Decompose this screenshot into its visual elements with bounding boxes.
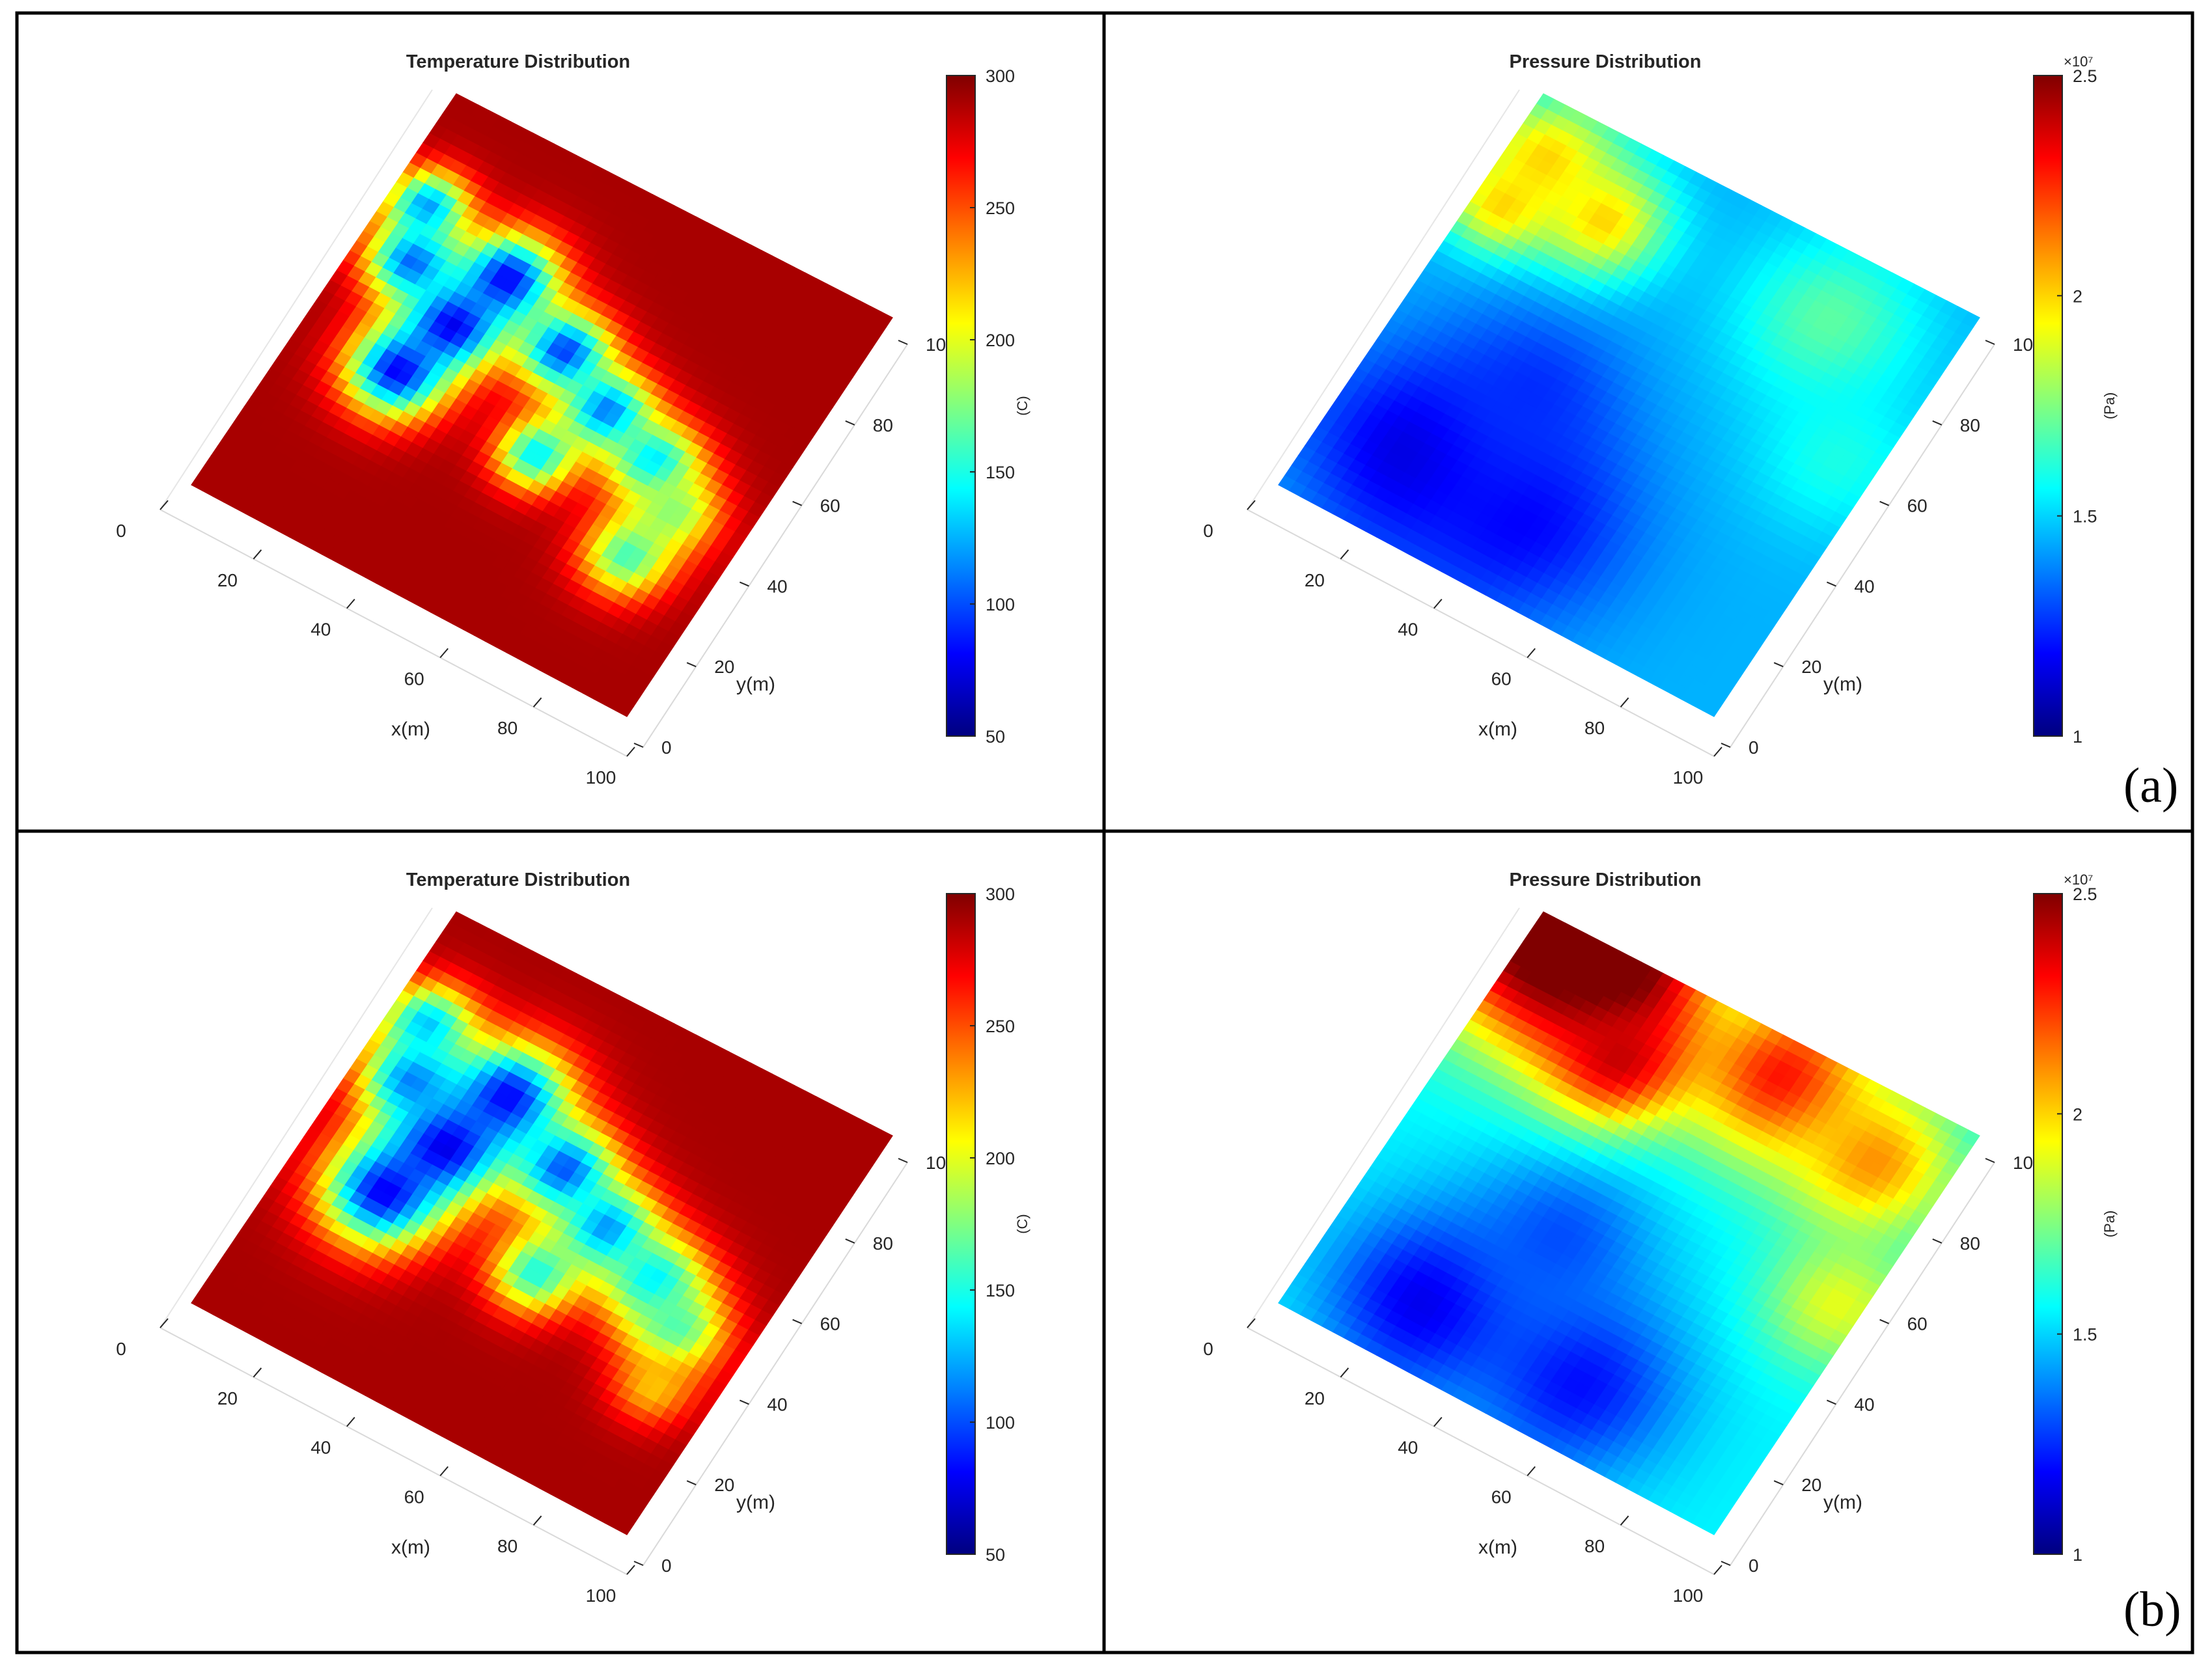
x-tick-label: 0 <box>116 521 126 541</box>
y-tick-label: 0 <box>661 1556 672 1576</box>
x-axis-label: x(m) <box>391 719 430 740</box>
y-tick-label: 60 <box>820 1314 840 1334</box>
x-axis-line <box>159 509 628 757</box>
heatmap-surface <box>191 93 893 717</box>
depth-axis-line <box>159 89 433 510</box>
colorbar-tick-label: 200 <box>986 331 1015 350</box>
x-tick-label: 80 <box>497 1536 518 1556</box>
colorbar-tick-label: 1.5 <box>2073 507 2097 527</box>
chart-a-temperature: 0 20 40 60 80 100 0 20 40 60 80 100 x(m) y(m) Temperat… <box>116 51 1030 788</box>
x-tick-label: 20 <box>217 570 238 590</box>
colorbar-label: (Pa) <box>2101 392 2118 420</box>
colorbar <box>2033 75 2063 737</box>
x-tick-label: 60 <box>404 668 424 689</box>
y-tick-mark <box>845 420 855 426</box>
y-tick-mark <box>633 743 644 748</box>
x-tick-label: 0 <box>116 1339 126 1359</box>
colorbar-tick-label: 2 <box>2073 286 2082 306</box>
y-tick-mark <box>792 501 802 506</box>
y-tick-mark <box>740 581 749 587</box>
x-axis-label: x(m) <box>1478 719 1517 740</box>
colorbar-tick-label: 100 <box>986 595 1015 614</box>
x-tick-label: 100 <box>1673 767 1704 788</box>
x-tick-mark <box>253 549 262 560</box>
x-tick-mark <box>439 648 449 659</box>
y-tick-label: 80 <box>873 1233 893 1254</box>
y-axis-label: y(m) <box>736 674 775 695</box>
colorbar <box>946 75 976 737</box>
x-tick-label: 40 <box>311 620 331 640</box>
x-tick-label: 40 <box>311 1438 331 1458</box>
heatmap-surface <box>1278 93 1980 717</box>
x-tick-label: 60 <box>404 1487 424 1507</box>
y-tick-mark <box>898 340 908 345</box>
colorbar-tick-label: 50 <box>986 727 1005 747</box>
x-tick-label: 80 <box>1584 718 1605 738</box>
y-tick-mark <box>686 662 697 668</box>
y-tick-label: 20 <box>714 657 734 677</box>
y-tick-label: 80 <box>1960 415 1980 435</box>
chart-title: Temperature Distribution <box>406 51 630 72</box>
x-tick-label: 100 <box>586 767 616 788</box>
x-tick-mark <box>532 697 542 707</box>
colorbar-exponent: ×10⁷ <box>2064 53 2093 70</box>
x-axis-label: x(m) <box>391 1537 430 1558</box>
colorbar-tick-label: 150 <box>986 463 1015 482</box>
y-tick-label: 60 <box>820 496 840 516</box>
x-tick-label: 20 <box>1305 570 1325 590</box>
chart-title: Pressure Distribution <box>1510 51 1702 72</box>
x-tick-label: 60 <box>1491 668 1512 689</box>
chart-title: Temperature Distribution <box>406 870 630 890</box>
colorbar-tick-label: 1 <box>2073 727 2082 747</box>
x-tick-label: 40 <box>1398 620 1418 640</box>
y-tick-label: 60 <box>1907 496 1928 516</box>
y-tick-label: 80 <box>873 415 893 435</box>
panel-frame-bottom-right <box>1102 829 2194 1654</box>
x-tick-mark <box>159 500 169 510</box>
colorbar <box>946 893 976 1555</box>
colorbar-tick-label: 300 <box>986 66 1015 86</box>
colorbar-label: (C) <box>1014 396 1030 416</box>
x-tick-label: 0 <box>1203 521 1213 541</box>
colorbar-tick-label: 250 <box>986 199 1015 218</box>
y-tick-label: 20 <box>714 1475 734 1495</box>
y-axis-label: y(m) <box>1823 674 1862 695</box>
heatmap-cell <box>874 311 893 329</box>
x-tick-mark <box>626 747 635 757</box>
y-tick-label: 0 <box>661 737 672 758</box>
y-tick-label: 40 <box>1854 576 1874 596</box>
x-tick-mark <box>346 598 355 609</box>
x-tick-label: 100 <box>586 1585 616 1606</box>
y-tick-label: 40 <box>767 1394 787 1414</box>
y-tick-label: 40 <box>767 576 787 596</box>
x-tick-label: 80 <box>497 718 518 738</box>
y-axis-label: y(m) <box>736 1492 775 1513</box>
y-tick-label: 0 <box>1749 737 1759 758</box>
y-tick-label: 20 <box>1801 657 1821 677</box>
y-axis-line <box>643 344 908 748</box>
x-tick-label: 20 <box>217 1388 238 1408</box>
chart-a-pressure: 020406080100020406080100x(m)y(m)Pressure… <box>1203 51 2118 788</box>
